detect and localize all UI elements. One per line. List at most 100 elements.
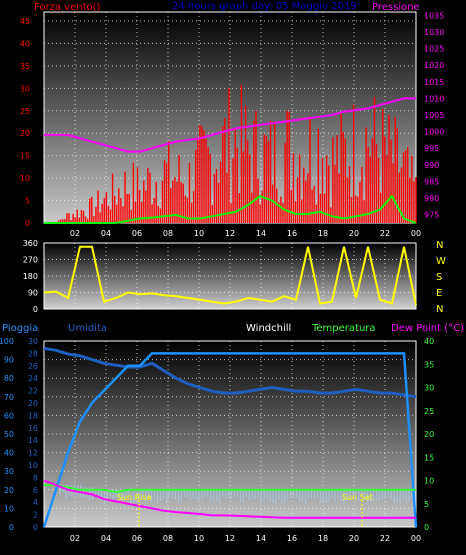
tick-label-pressure: 1000 [424, 128, 444, 137]
dewpoint-title: Dew Point (°C) [391, 323, 464, 334]
compass-s: S [436, 272, 442, 283]
pressure-line [44, 97, 416, 153]
tick-label-direction: 180 [23, 272, 38, 281]
tick-label-humidity: 26 [28, 362, 38, 371]
compass-w: W [436, 256, 446, 267]
tick-label-pressure: 990 [424, 161, 439, 170]
wind-title: Forza vento() [34, 2, 101, 13]
tick-label-hour: 04 [101, 534, 111, 543]
tick-label-temperature: 20 [424, 430, 434, 439]
tick-label-pressure: 975 [424, 211, 439, 220]
tick-label-hour: 08 [163, 534, 173, 543]
rain-line [42, 352, 418, 528]
tick-label-humidity: 24 [28, 374, 38, 383]
tick-label-hour: 02 [70, 534, 80, 543]
tick-label-wind: 10 [20, 174, 30, 183]
tick-label-direction: 90 [28, 289, 38, 298]
tick-label-hour: 06 [132, 229, 142, 238]
tick-label-humidity: 22 [28, 387, 38, 396]
gust-line [44, 194, 417, 224]
temperatura-title: Temperatura [311, 323, 376, 334]
tick-label-hour: 18 [318, 229, 328, 238]
tick-label-temperature: 10 [424, 477, 434, 486]
chart-title: 24 hours graph day: 05 Maggio 2019 [172, 1, 357, 12]
tick-label-temperature: 5 [424, 500, 429, 509]
tick-label-hour: 22 [380, 534, 390, 543]
tick-label-pressure: 1020 [424, 61, 444, 70]
tick-label-hour: 22 [380, 229, 390, 238]
tick-label-wind: 45 [20, 17, 30, 26]
tick-label-pressure: 1035 [424, 11, 444, 20]
tick-label-humidity: 8 [33, 473, 38, 482]
tick-label-rain: 80 [4, 374, 14, 383]
tick-label-hour: 16 [287, 229, 297, 238]
tick-label-rain: 100 [0, 337, 14, 346]
tick-label-hour: 14 [256, 229, 266, 238]
tick-label-direction: 360 [23, 239, 38, 248]
tick-label-hour: 10 [194, 229, 204, 238]
tick-label-hour: 20 [349, 534, 359, 543]
tick-label-hour: 18 [318, 534, 328, 543]
pressure-title: Pressione [372, 2, 420, 13]
tick-label-hour: 06 [132, 534, 142, 543]
tick-label-wind: 15 [20, 152, 30, 161]
compass-n-top: N [436, 240, 443, 251]
tick-label-rain: 20 [4, 486, 14, 495]
tick-label-humidity: 0 [33, 523, 38, 532]
tick-label-pressure: 1005 [424, 111, 444, 120]
tick-label-wind: 40 [20, 39, 30, 48]
tick-label-humidity: 18 [28, 411, 38, 420]
tick-label-temperature: 25 [424, 407, 434, 416]
tick-label-humidity: 20 [28, 399, 38, 408]
tick-label-hour: 12 [225, 534, 235, 543]
tick-label-hour: 02 [70, 229, 80, 238]
tick-label-wind: 5 [25, 197, 30, 206]
tick-label-hour: 00 [411, 534, 421, 543]
tick-label-temperature: 40 [424, 337, 434, 346]
tick-label-wind: 30 [20, 84, 30, 93]
direction-line [43, 245, 417, 306]
tick-label-direction: 270 [23, 256, 38, 265]
tick-label-rain: 40 [4, 449, 14, 458]
tick-label-pressure: 1010 [424, 94, 444, 103]
tick-label-temperature: 35 [424, 360, 434, 369]
tick-label-wind: 35 [20, 62, 30, 71]
compass-n-bottom: N [436, 304, 443, 315]
tick-label-rain: 50 [4, 430, 14, 439]
tick-label-temperature: 15 [424, 453, 434, 462]
tick-label-pressure: 1030 [424, 28, 444, 37]
sunrise-label: Sun Rise [117, 493, 152, 502]
temperature-line [44, 484, 416, 494]
tick-label-humidity: 6 [33, 486, 38, 495]
tick-label-pressure: 985 [424, 177, 439, 186]
tick-label-pressure: 980 [424, 194, 439, 203]
tick-label-hour: 00 [411, 229, 421, 238]
tick-label-hour: 14 [256, 534, 266, 543]
tick-label-pressure: 1025 [424, 45, 444, 54]
tick-label-humidity: 16 [28, 424, 38, 433]
tick-label-humidity: 30 [28, 337, 38, 346]
tick-label-rain: 70 [4, 393, 14, 402]
tick-label-wind: 25 [20, 107, 30, 116]
tick-label-rain: 90 [4, 356, 14, 365]
sunset-label: Sun Set [342, 493, 373, 502]
tick-label-hour: 20 [349, 229, 359, 238]
tick-label-humidity: 2 [33, 511, 38, 520]
tick-label-temperature: 0 [424, 523, 429, 532]
tick-label-rain: 0 [9, 523, 14, 532]
tick-label-hour: 04 [101, 229, 111, 238]
tick-label-hour: 10 [194, 534, 204, 543]
tick-label-humidity: 4 [33, 498, 38, 507]
compass-e: E [436, 288, 442, 299]
tick-label-rain: 30 [4, 467, 14, 476]
tick-label-hour: 08 [163, 229, 173, 238]
umidita-title: Umidita [68, 323, 107, 334]
tick-label-humidity: 10 [28, 461, 38, 470]
tick-label-humidity: 28 [28, 349, 38, 358]
tick-label-hour: 16 [287, 534, 297, 543]
dewpoint-line [43, 479, 416, 519]
tick-label-humidity: 14 [28, 436, 38, 445]
tick-label-temperature: 30 [424, 384, 434, 393]
tick-label-hour: 12 [225, 229, 235, 238]
